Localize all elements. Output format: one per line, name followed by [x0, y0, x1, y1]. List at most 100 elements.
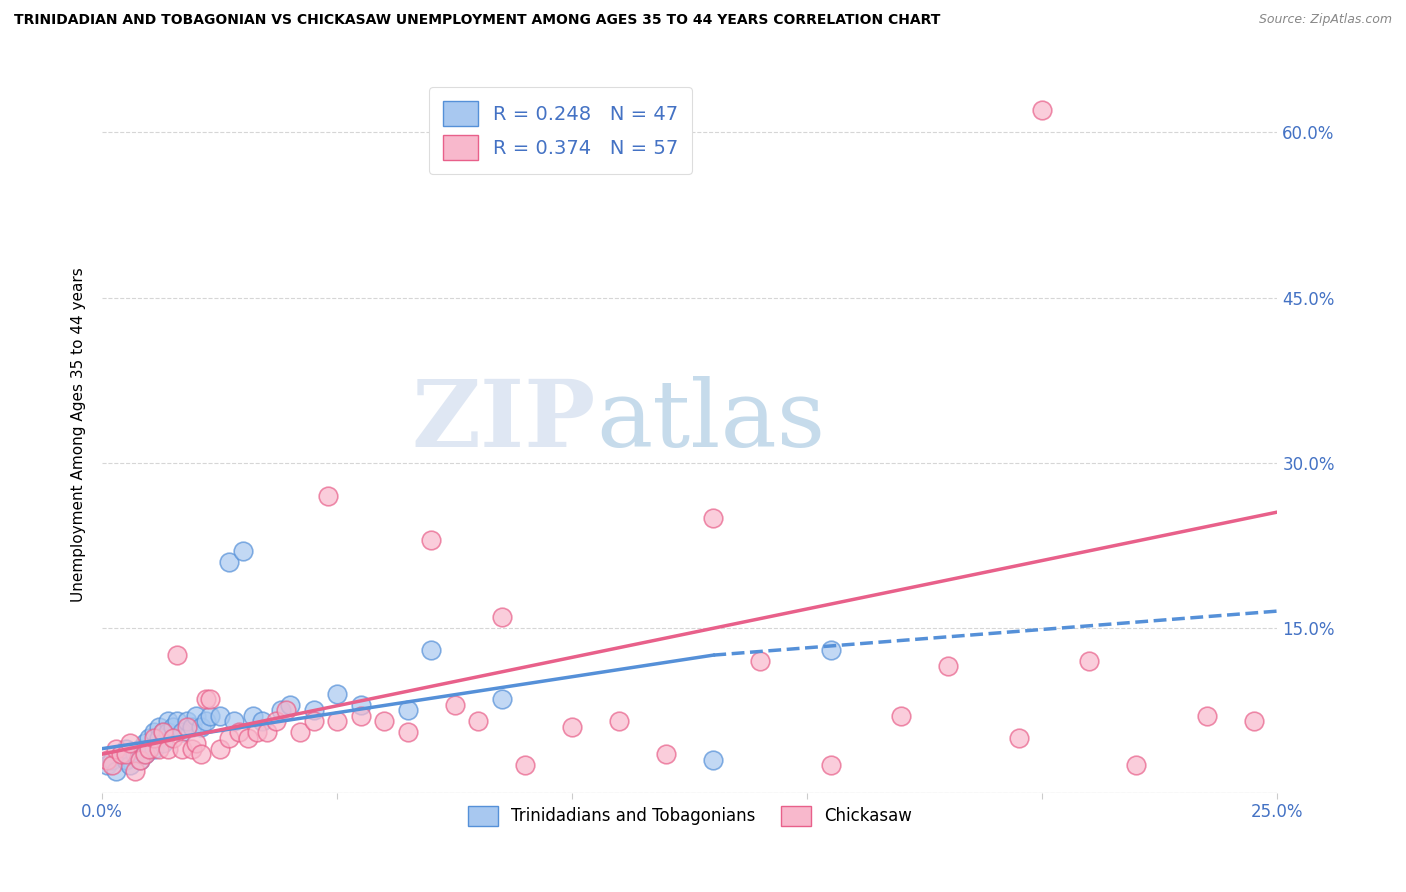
Point	[110, 747, 132, 761]
Point	[373, 714, 395, 728]
Point	[236, 731, 259, 745]
Text: ZIP: ZIP	[412, 376, 596, 466]
Point	[176, 714, 198, 728]
Point	[443, 698, 465, 712]
Point	[152, 725, 174, 739]
Point	[1078, 654, 1101, 668]
Point	[166, 714, 188, 728]
Point	[420, 642, 443, 657]
Point	[152, 725, 174, 739]
Point	[128, 753, 150, 767]
Point	[172, 725, 194, 739]
Y-axis label: Unemployment Among Ages 35 to 44 years: Unemployment Among Ages 35 to 44 years	[72, 268, 86, 602]
Point	[105, 764, 128, 778]
Point	[138, 731, 160, 745]
Point	[105, 741, 128, 756]
Point	[124, 747, 146, 761]
Point	[396, 725, 419, 739]
Point	[200, 708, 222, 723]
Point	[491, 609, 513, 624]
Point	[1243, 714, 1265, 728]
Point	[1031, 103, 1053, 118]
Point	[655, 747, 678, 761]
Point	[515, 758, 537, 772]
Point	[190, 747, 212, 761]
Point	[186, 736, 208, 750]
Text: atlas: atlas	[596, 376, 825, 466]
Point	[208, 741, 231, 756]
Point	[316, 489, 339, 503]
Point	[180, 720, 202, 734]
Point	[749, 654, 772, 668]
Point	[148, 731, 170, 745]
Point	[396, 703, 419, 717]
Point	[1008, 731, 1031, 745]
Point	[1195, 708, 1218, 723]
Point	[702, 753, 724, 767]
Point	[114, 753, 136, 767]
Point	[134, 747, 156, 761]
Point	[120, 736, 142, 750]
Point	[250, 714, 273, 728]
Point	[228, 725, 250, 739]
Point	[114, 741, 136, 756]
Point	[270, 703, 292, 717]
Point	[194, 714, 217, 728]
Point	[208, 708, 231, 723]
Point	[200, 692, 222, 706]
Point	[288, 725, 311, 739]
Point	[124, 764, 146, 778]
Point	[491, 692, 513, 706]
Point	[302, 703, 325, 717]
Point	[128, 753, 150, 767]
Point	[134, 736, 156, 750]
Point	[326, 714, 349, 728]
Point	[148, 720, 170, 734]
Text: Source: ZipAtlas.com: Source: ZipAtlas.com	[1258, 13, 1392, 27]
Point	[120, 758, 142, 772]
Point	[114, 747, 136, 761]
Point	[162, 731, 184, 745]
Point	[157, 714, 180, 728]
Point	[190, 720, 212, 734]
Text: TRINIDADIAN AND TOBAGONIAN VS CHICKASAW UNEMPLOYMENT AMONG AGES 35 TO 44 YEARS C: TRINIDADIAN AND TOBAGONIAN VS CHICKASAW …	[14, 13, 941, 28]
Point	[232, 543, 254, 558]
Point	[218, 731, 240, 745]
Point	[218, 555, 240, 569]
Point	[890, 708, 912, 723]
Point	[166, 648, 188, 662]
Point	[246, 725, 269, 739]
Point	[142, 741, 165, 756]
Point	[172, 741, 194, 756]
Point	[820, 758, 842, 772]
Point	[100, 753, 122, 767]
Point	[148, 741, 170, 756]
Point	[96, 758, 118, 772]
Point	[138, 741, 160, 756]
Point	[1125, 758, 1147, 772]
Point	[702, 510, 724, 524]
Point	[820, 642, 842, 657]
Legend: Trinidadians and Tobagonians, Chickasaw: Trinidadians and Tobagonians, Chickasaw	[460, 797, 920, 834]
Point	[256, 725, 278, 739]
Point	[194, 692, 217, 706]
Point	[138, 741, 160, 756]
Point	[274, 703, 297, 717]
Point	[162, 720, 184, 734]
Point	[100, 758, 122, 772]
Point	[222, 714, 245, 728]
Point	[142, 731, 165, 745]
Point	[264, 714, 287, 728]
Point	[467, 714, 489, 728]
Point	[420, 533, 443, 547]
Point	[110, 747, 132, 761]
Point	[607, 714, 630, 728]
Point	[350, 698, 373, 712]
Point	[128, 741, 150, 756]
Point	[302, 714, 325, 728]
Point	[186, 708, 208, 723]
Point	[326, 687, 349, 701]
Point	[142, 725, 165, 739]
Point	[936, 659, 959, 673]
Point	[180, 741, 202, 756]
